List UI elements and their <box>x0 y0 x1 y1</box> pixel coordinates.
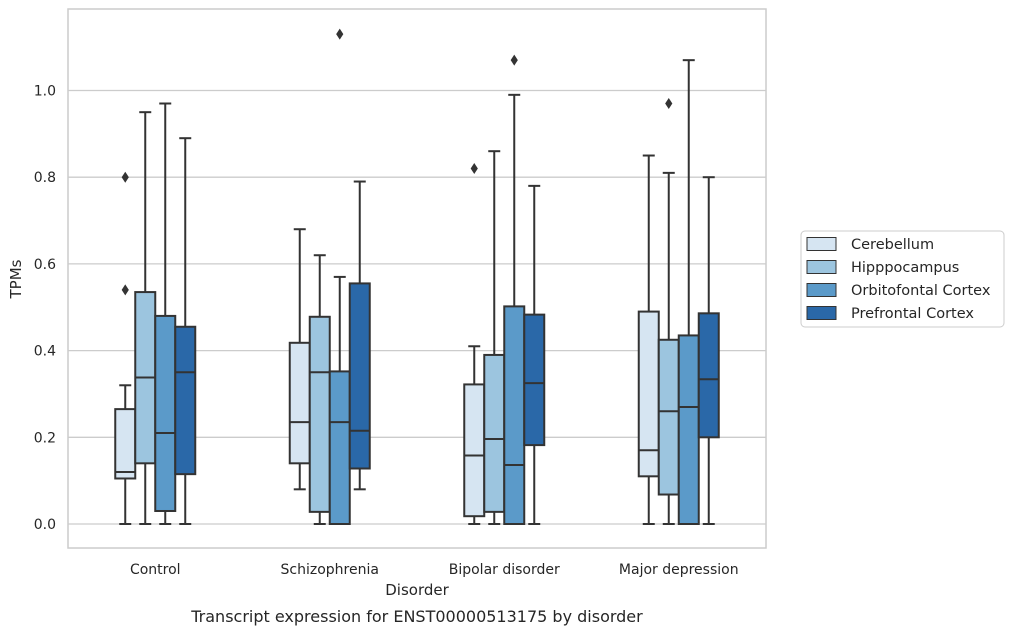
legend-label: Hipppocampus <box>851 260 959 276</box>
outlier-point <box>470 163 478 175</box>
y-tick-label: 1.0 <box>34 84 56 100</box>
legend-label: Cerebellum <box>851 237 934 253</box>
boxplot-series <box>114 28 720 525</box>
x-tick-label: Control <box>130 562 181 578</box>
box-iqr <box>697 312 720 439</box>
box-group <box>697 176 720 525</box>
chart-caption: Transcript expression for ENST0000051317… <box>190 607 643 626</box>
outlier-point <box>121 284 129 296</box>
outlier-point <box>121 171 129 183</box>
box-iqr <box>483 353 506 513</box>
box-iqr <box>503 305 526 525</box>
legend-swatch <box>806 260 837 274</box>
x-tick-label: Bipolar disorder <box>449 562 560 578</box>
box-iqr <box>154 314 177 512</box>
box-iqr <box>637 310 660 478</box>
y-tick-label: 0.6 <box>34 257 56 273</box>
legend-swatch <box>806 237 837 251</box>
box-iqr <box>328 370 351 525</box>
box-group <box>657 98 680 525</box>
box-iqr <box>288 341 311 465</box>
y-tick-label: 0.8 <box>34 170 56 186</box>
box-group <box>154 102 177 525</box>
outlier-point <box>336 28 344 40</box>
box-iqr <box>174 325 197 476</box>
legend: Cerebellum Hipppocampus Orbitofontal Corte… <box>800 230 1005 328</box>
x-tick-label: Schizophrenia <box>281 562 379 578</box>
box-iqr <box>677 334 700 525</box>
y-axis-ticks: 0.0 0.2 0.4 0.6 0.8 1.0 <box>34 84 56 534</box>
box-iqr <box>308 315 331 513</box>
legend-label: Prefrontal Cortex <box>851 306 974 322</box>
x-tick-label: Major depression <box>619 562 739 578</box>
outlier-point <box>665 98 673 110</box>
box-group <box>637 154 660 525</box>
legend-swatch <box>806 306 837 320</box>
outlier-point <box>510 54 518 66</box>
box-iqr <box>657 338 680 496</box>
box-group <box>523 184 546 525</box>
legend-label: Orbitofontal Cortex <box>851 283 991 299</box>
x-axis-ticks: Control Schizophrenia Bipolar disorder Majo… <box>130 562 739 578</box>
box-iqr <box>523 313 546 447</box>
y-axis-label: TPMs <box>7 259 25 299</box>
x-axis-label: Disorder <box>385 581 449 599</box>
y-tick-label: 0.0 <box>34 517 56 533</box>
box-group <box>677 59 700 525</box>
box-group <box>174 137 197 525</box>
box-group <box>114 171 137 525</box>
box-iqr <box>114 408 137 480</box>
y-tick-label: 0.4 <box>34 344 56 360</box>
box-iqr <box>463 383 486 518</box>
box-iqr <box>348 282 371 470</box>
legend-frame <box>800 230 1005 328</box>
box-group <box>348 180 371 491</box>
y-tick-label: 0.2 <box>34 430 56 446</box>
box-group <box>463 163 486 525</box>
plot-frame <box>67 8 767 549</box>
legend-swatch <box>806 283 837 297</box>
